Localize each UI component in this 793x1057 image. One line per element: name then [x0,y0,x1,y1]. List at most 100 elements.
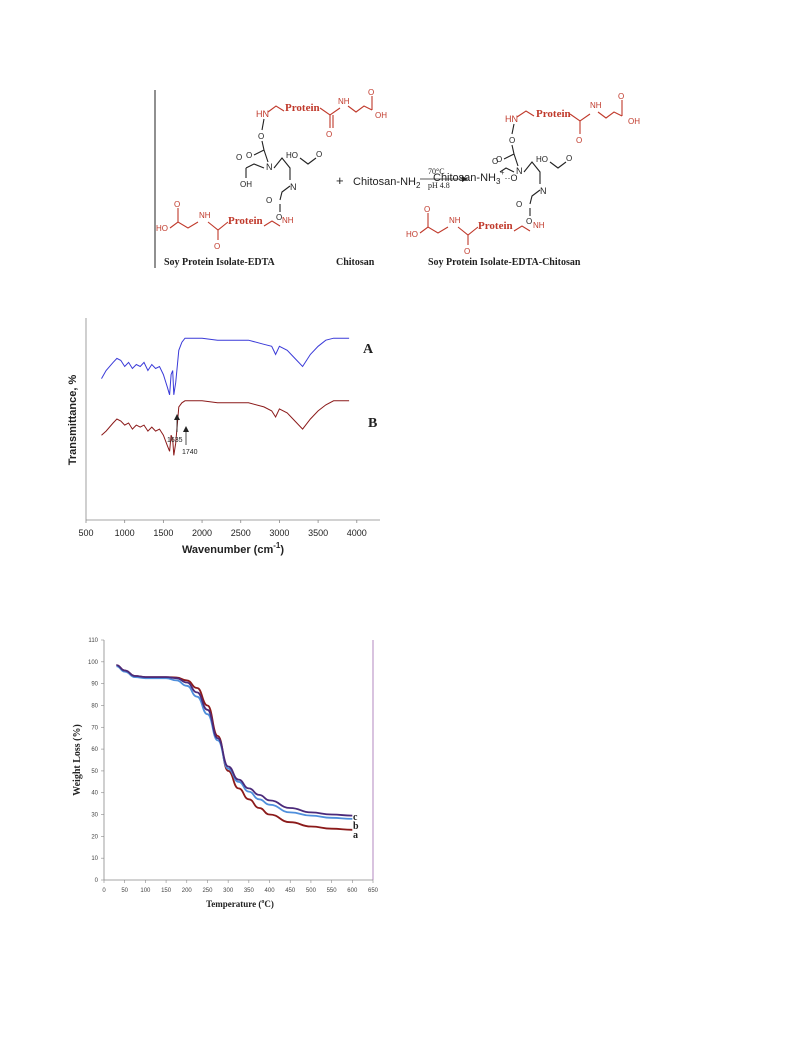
tga-x-tick-label: 350 [244,888,255,894]
tga-series-c-line [116,664,353,817]
condition-temp: 70°C [428,167,445,176]
ftir-legend-a: A [363,342,374,357]
label-n-left-1: N [266,162,273,172]
label-o-r-ester-bottom: O [526,217,532,226]
ftir-chart: 500 1000 1500 2000 2500 3000 3500 4000 Transmit… [67,318,380,556]
caption-middle: Chitosan [336,257,375,268]
tga-x-tick-label: 50 [121,888,128,894]
ionic-chitosan-label: Chitosan-NH3+··O [433,170,518,186]
ftir-series-group [101,337,350,456]
label-n-left-2: N [290,182,297,192]
label-ho-bottom-right: HO [406,230,418,239]
left-molecule: HN Protein O NH O OH O O N O OH [156,88,387,251]
ftir-x-tick-label: 4000 [347,528,367,538]
label-hn-2: NH [338,97,350,106]
ftir-x-tick-label: 1500 [153,528,173,538]
tga-y-tick-label: 50 [91,769,98,775]
tga-y-tick-label: 90 [91,682,98,688]
reactant-chitosan-nh2: Chitosan-NH2 [353,176,421,190]
tga-series-a-line [116,664,353,831]
tga-x-tick-label: 300 [223,888,234,894]
label-oh-top-right: OH [628,117,640,126]
label-nh-bottom-right: NH [533,221,545,230]
ftir-x-ticks: 500 1000 1500 2000 2500 3000 3500 4000 [78,520,367,538]
tga-legend-a: a [353,830,358,841]
label-ho-mid: HO [286,151,298,160]
label-protein-bottom-right: Protein [478,220,513,232]
ftir-series-A-line [101,337,350,395]
tga-x-tick-label: 150 [161,888,172,894]
label-n-right-2: N [540,186,547,196]
label-nh-3: NH [199,211,211,220]
label-protein-bottom-left: Protein [228,215,263,227]
caption-right: Soy Protein Isolate-EDTA-Chitosan [428,257,581,268]
label-ho-right-mid: HO [536,155,548,164]
tga-x-tick-label: 500 [306,888,317,894]
tga-x-tick-label: 650 [368,888,379,894]
ftir-x-tick-label: 1000 [115,528,135,538]
label-o-r4: O [492,157,498,166]
label-o-r6: O [516,200,522,209]
label-nh-r3: NH [449,216,461,225]
label-oh-top-left: OH [375,111,387,120]
ftir-x-label: Wavenumber (cm-1) [182,541,284,556]
tga-x-tick-label: 400 [265,888,276,894]
label-nh-bottom-left: NH [282,216,294,225]
label-n-right-1: N [516,166,523,176]
label-o-8: O [174,200,180,209]
tga-x-label: Temperature (oC) [206,899,274,909]
label-o-3: O [246,151,252,160]
tga-x-tick-label: 100 [140,888,151,894]
label-nh-r2: NH [590,101,602,110]
ftir-legend-b: B [368,416,377,431]
tga-x-tick-label: 250 [202,888,213,894]
label-o-7: O [214,242,220,251]
annotation-arrowhead-1635 [174,414,180,420]
label-ho-bottom-left: HO [156,224,168,233]
tga-x-tick-label: 550 [327,888,338,894]
plus-sign: + [336,173,344,188]
annotation-1740: 1740 [182,449,198,456]
label-o-r-ester-top: O [509,136,515,145]
label-hn-top-right: HN [505,114,518,124]
tga-y-tick-label: 80 [91,703,98,709]
label-oh-left: OH [240,180,252,189]
label-o-r5: O [566,154,572,163]
tga-y-tick-label: 30 [91,813,98,819]
right-molecule: HN Protein O NH O OH O O N O HO O N [406,92,640,256]
ftir-x-tick-label: 2000 [192,528,212,538]
label-o-r3: O [496,155,502,164]
reaction-arrow-head [462,176,468,182]
ftir-x-tick-label: 3500 [308,528,328,538]
label-o-ester-top: O [258,132,264,141]
annotation-1635: 1635 [167,437,183,444]
label-o-4: O [236,153,242,162]
tga-chart: 0 50 100 150 200 250 300 350 400 450 500 550 600 650 0… [72,638,379,909]
tga-series-group [116,664,353,831]
label-o-2: O [368,88,374,97]
reaction-scheme: HN Protein O NH O OH O O N O OH [154,88,640,268]
tga-y-tick-label: 0 [95,878,99,884]
label-o-r2: O [618,92,624,101]
ftir-x-tick-label: 3000 [269,528,289,538]
tga-y-tick-label: 20 [91,834,98,840]
label-o-r7: O [464,247,470,256]
tga-y-tick-label: 40 [91,791,98,797]
ftir-x-tick-label: 2500 [231,528,251,538]
label-o-1: O [326,130,332,139]
label-o-r8: O [424,205,430,214]
tga-x-tick-label: 0 [102,888,106,894]
annotation-arrowhead-1740 [183,426,189,432]
tga-y-tick-label: 110 [88,638,98,644]
tga-x-tick-label: 450 [285,888,296,894]
tga-series-b-line [116,665,353,820]
label-hn-top-left: HN [256,109,269,119]
tga-y-tick-label: 70 [91,725,98,731]
tga-y-tick-label: 60 [91,747,98,753]
ftir-y-label: Transmittance, % [67,375,79,466]
tga-ticks: 0 50 100 150 200 250 300 350 400 450 500 550 600 650 0… [88,638,379,894]
tga-legend-b: b [353,821,359,832]
tga-y-label: Weight Loss (%) [72,724,83,796]
ftir-x-tick-label: 500 [78,528,93,538]
